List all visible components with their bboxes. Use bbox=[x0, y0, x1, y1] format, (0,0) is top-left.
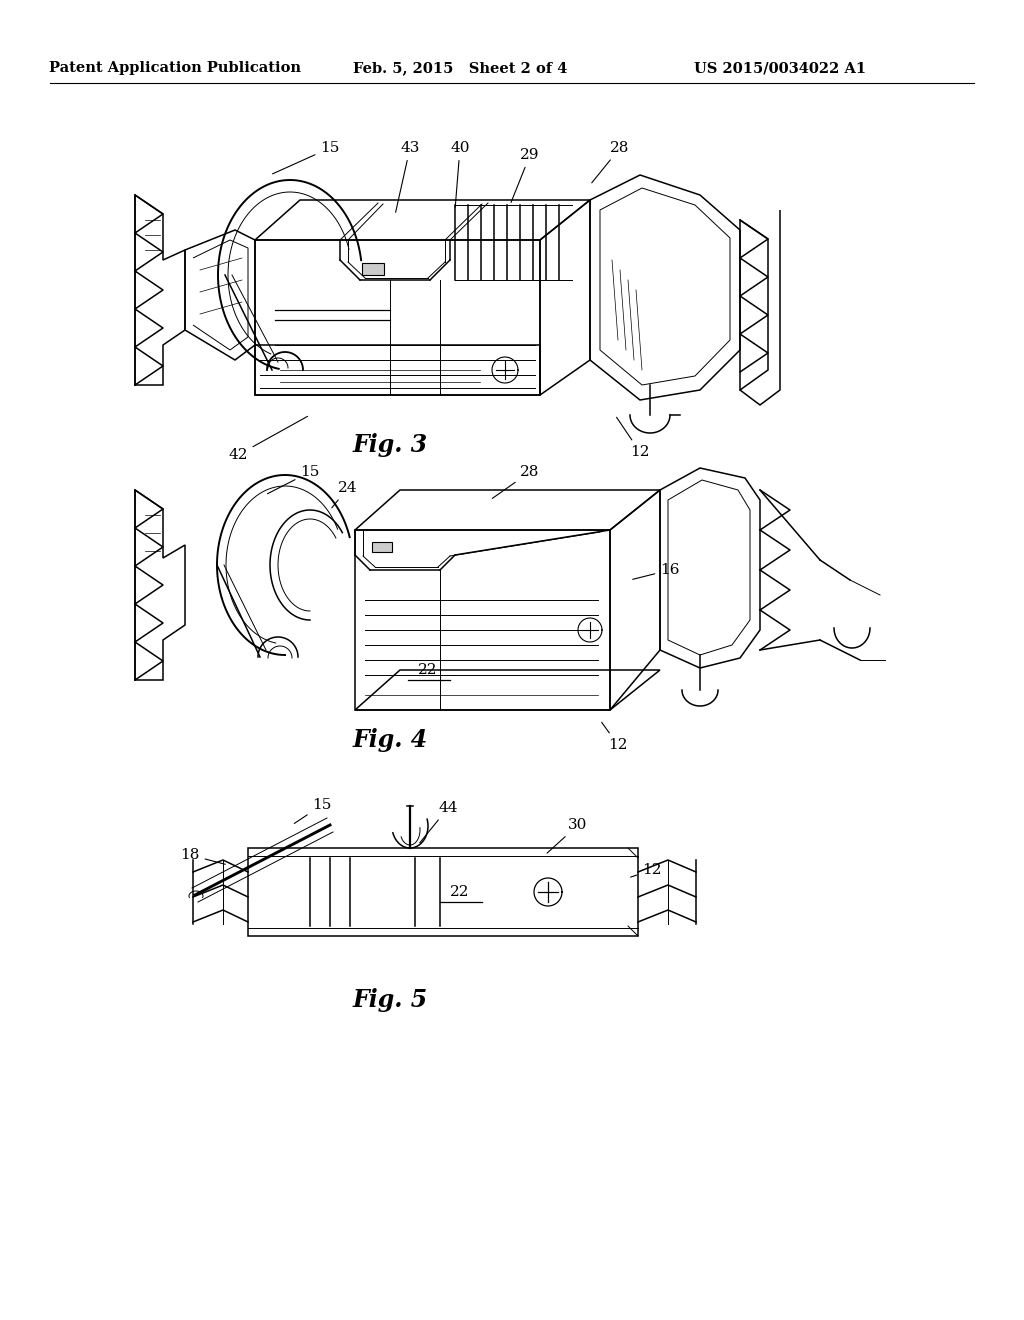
Text: 12: 12 bbox=[602, 722, 628, 752]
Text: 43: 43 bbox=[395, 141, 420, 213]
Text: 24: 24 bbox=[332, 480, 357, 508]
Text: 29: 29 bbox=[511, 148, 540, 202]
Bar bbox=[362, 263, 384, 275]
Text: 15: 15 bbox=[294, 799, 332, 824]
Text: 12: 12 bbox=[616, 417, 650, 459]
Bar bbox=[372, 543, 392, 552]
Text: 28: 28 bbox=[592, 141, 630, 183]
Text: 22: 22 bbox=[418, 663, 437, 677]
Text: 30: 30 bbox=[547, 818, 588, 853]
Text: Fig. 3: Fig. 3 bbox=[352, 433, 428, 457]
Text: 40: 40 bbox=[451, 141, 470, 207]
Text: US 2015/0034022 A1: US 2015/0034022 A1 bbox=[694, 61, 866, 75]
Text: 15: 15 bbox=[272, 141, 340, 174]
Text: 42: 42 bbox=[228, 416, 307, 462]
Text: 28: 28 bbox=[493, 465, 540, 499]
Text: 16: 16 bbox=[633, 564, 680, 579]
Text: 12: 12 bbox=[631, 863, 662, 876]
Text: Fig. 5: Fig. 5 bbox=[352, 987, 428, 1012]
Text: 44: 44 bbox=[420, 801, 458, 843]
Bar bbox=[248, 847, 638, 936]
Text: 18: 18 bbox=[180, 847, 225, 865]
Text: Patent Application Publication: Patent Application Publication bbox=[49, 61, 301, 75]
Text: 15: 15 bbox=[267, 465, 319, 494]
Text: Fig. 4: Fig. 4 bbox=[352, 729, 428, 752]
Text: Feb. 5, 2015   Sheet 2 of 4: Feb. 5, 2015 Sheet 2 of 4 bbox=[353, 61, 567, 75]
Text: 22: 22 bbox=[451, 884, 470, 899]
